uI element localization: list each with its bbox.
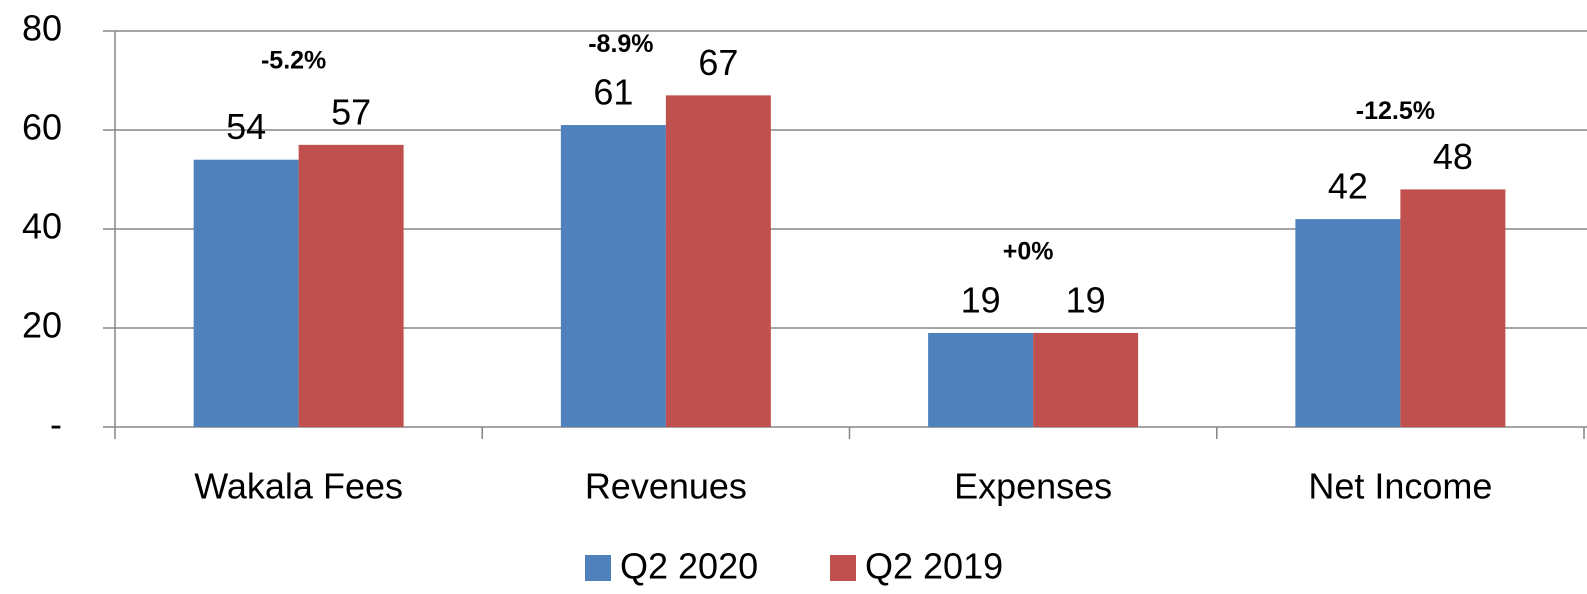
y-tick-label: 60 [22, 107, 62, 148]
y-tick-label: 20 [22, 305, 62, 346]
bar [193, 159, 299, 427]
value-label: 19 [1066, 279, 1106, 320]
value-label: 67 [698, 42, 738, 83]
annotation: +0% [1003, 238, 1054, 266]
annotation: -8.9% [588, 30, 653, 58]
x-tick-label: Net Income [1308, 466, 1492, 507]
value-label: 42 [1328, 166, 1368, 207]
annotation: -5.2% [261, 46, 326, 74]
x-tick-label: Wakala Fees [194, 466, 403, 507]
x-tick-label: Revenues [585, 466, 747, 507]
value-label: 48 [1433, 136, 1473, 177]
y-tick-label: - [50, 404, 62, 445]
legend-swatch [830, 555, 856, 581]
bar [1295, 219, 1401, 427]
bar [1400, 189, 1506, 427]
value-label: 61 [593, 72, 633, 113]
value-label: 19 [961, 279, 1001, 320]
y-tick-label: 40 [22, 206, 62, 247]
x-tick-label: Expenses [954, 466, 1112, 507]
value-label: 57 [331, 91, 371, 132]
bar [928, 332, 1034, 427]
value-label: 54 [226, 106, 266, 147]
legend-swatch [585, 555, 611, 581]
y-tick-label: 80 [22, 8, 62, 49]
bar [665, 95, 771, 427]
legend-label: Q2 2019 [865, 546, 1003, 587]
bar [298, 144, 404, 427]
annotation: -12.5% [1356, 97, 1435, 125]
bar [1033, 332, 1139, 427]
legend-label: Q2 2020 [620, 546, 758, 587]
bar [560, 125, 666, 428]
